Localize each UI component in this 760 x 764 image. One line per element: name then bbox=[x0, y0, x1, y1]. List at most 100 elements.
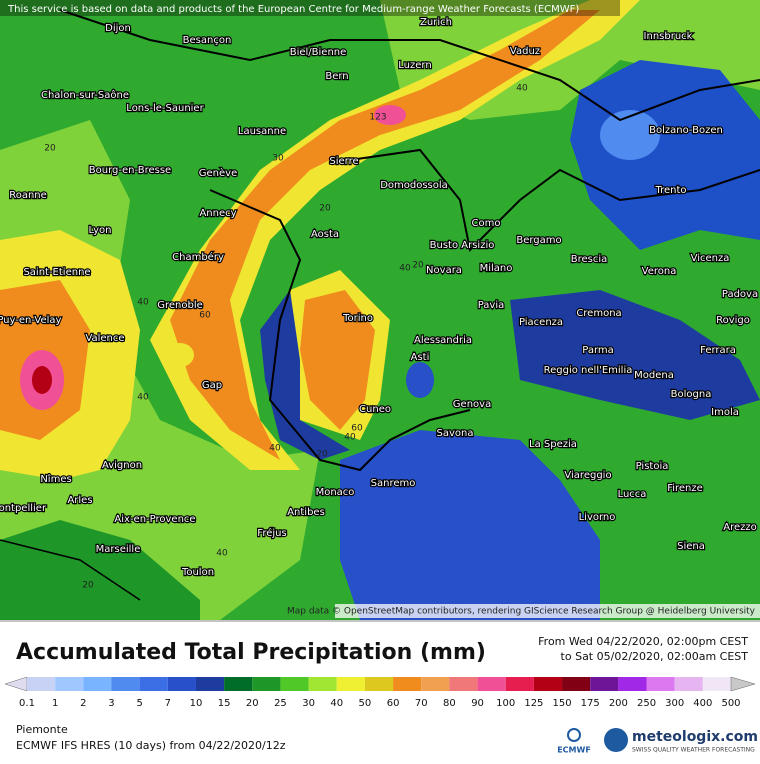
legend-swatch bbox=[477, 677, 506, 691]
legend-swatch bbox=[702, 677, 731, 691]
legend-swatch bbox=[421, 677, 450, 691]
city-label: Besançon bbox=[183, 35, 232, 46]
city-label: Vicenza bbox=[691, 253, 730, 264]
legend-label: 20 bbox=[246, 698, 259, 709]
city-label: Grenoble bbox=[157, 300, 203, 311]
city-label: Asti bbox=[411, 352, 430, 363]
city-label: Brescia bbox=[571, 254, 608, 265]
legend-swatch bbox=[280, 677, 309, 691]
city-label: Lyon bbox=[88, 225, 111, 236]
city-label: Genova bbox=[453, 399, 491, 410]
city-label: Chalon-sur-Saône bbox=[41, 89, 129, 101]
city-label: Fréjus bbox=[257, 527, 286, 539]
city-label: Savona bbox=[437, 428, 474, 439]
city-label: Ferrara bbox=[700, 345, 736, 356]
city-label: Monaco bbox=[316, 487, 355, 498]
city-label: Biel/Bienne bbox=[290, 47, 347, 58]
contour-label: 60 bbox=[351, 424, 363, 434]
city-label: Cremona bbox=[576, 308, 621, 319]
city-label: Lausanne bbox=[238, 126, 286, 137]
legend-label: 500 bbox=[721, 698, 740, 709]
city-label: Genève bbox=[199, 167, 237, 179]
legend-label: 125 bbox=[524, 698, 543, 709]
contour-label: 20 bbox=[412, 261, 424, 271]
legend-swatch bbox=[195, 677, 225, 691]
city-label: Trento bbox=[654, 185, 686, 196]
contour-label: 20 bbox=[316, 450, 328, 460]
city-label: Piacenza bbox=[519, 317, 563, 328]
legend-label: 100 bbox=[496, 698, 515, 709]
contour-label: 40 bbox=[269, 444, 281, 454]
city-label: Saint-Etienne bbox=[23, 267, 90, 278]
city-label: Avignon bbox=[102, 460, 142, 471]
city-label: Roanne bbox=[9, 190, 47, 201]
legend-swatch bbox=[562, 677, 591, 691]
city-label: Verona bbox=[642, 266, 677, 277]
legend-label: 0.1 bbox=[19, 698, 35, 709]
city-label: Como bbox=[472, 218, 501, 229]
city-label: Domodossola bbox=[380, 180, 448, 191]
city-label: Le Puy-en-Velay bbox=[0, 315, 61, 326]
legend-swatch bbox=[590, 677, 619, 691]
legend-label: 25 bbox=[274, 698, 287, 709]
attribution: Map data © OpenStreetMap contributors, r… bbox=[287, 607, 756, 617]
legend-swatch bbox=[364, 677, 394, 691]
legend-label: 30 bbox=[302, 698, 315, 709]
city-label: Antibes bbox=[287, 507, 325, 518]
legend-arrow bbox=[4, 676, 28, 692]
city-label: Bolzano-Bozen bbox=[649, 125, 723, 136]
legend-label: 7 bbox=[165, 698, 171, 709]
contour-label: 20 bbox=[44, 144, 56, 154]
map: This service is based on data and produc… bbox=[0, 0, 760, 620]
city-label: Reggio nell'Emilia bbox=[544, 365, 633, 376]
city-label: Bologna bbox=[671, 389, 712, 400]
city-label: Alessandria bbox=[414, 335, 472, 346]
city-label: Milano bbox=[480, 263, 513, 274]
city-label: Pavia bbox=[478, 300, 505, 311]
city-labels: Dijon Besançon Zurich Biel/Bienne Bern Luzern… bbox=[0, 16, 759, 579]
legend-arrow bbox=[730, 676, 756, 692]
city-label: Annecy bbox=[199, 208, 236, 219]
city-label: Busto Arsizio bbox=[430, 240, 495, 251]
city-label: Bergamo bbox=[516, 235, 561, 246]
meteologix-logo: meteologix.com bbox=[632, 729, 758, 745]
legend-label: 200 bbox=[609, 698, 628, 709]
contour-label: 40 bbox=[137, 298, 149, 308]
legend-swatch bbox=[308, 677, 337, 691]
legend-label: 400 bbox=[693, 698, 712, 709]
legend-label: 90 bbox=[471, 698, 484, 709]
legend-label: 40 bbox=[330, 698, 343, 709]
city-label: Lucca bbox=[618, 489, 647, 500]
city-label: Modena bbox=[634, 370, 674, 381]
legend-swatch bbox=[646, 677, 675, 691]
legend-label: 10 bbox=[190, 698, 203, 709]
legend-swatch bbox=[83, 677, 112, 691]
city-label: Firenze bbox=[667, 483, 703, 494]
city-label: Zurich bbox=[420, 17, 452, 28]
title: Accumulated Total Precipitation (mm) bbox=[16, 640, 486, 665]
legend-swatch bbox=[393, 677, 422, 691]
legend-swatch bbox=[55, 677, 84, 691]
legend-label: 1 bbox=[52, 698, 58, 709]
city-label: Bourg-en-Bresse bbox=[89, 165, 171, 176]
legend-swatch bbox=[252, 677, 281, 691]
contour-label: 20 bbox=[319, 204, 331, 214]
city-label: Aosta bbox=[311, 229, 339, 240]
city-label: Parma bbox=[582, 345, 614, 356]
legend-swatch bbox=[224, 677, 253, 691]
city-label: Sierre bbox=[329, 156, 358, 167]
city-label: Aix-en-Provence bbox=[114, 514, 195, 525]
contour-label: 123 bbox=[369, 113, 386, 123]
meteologix-tagline: SWISS QUALITY WEATHER FORECASTING bbox=[632, 747, 755, 754]
contour-label: 40 bbox=[137, 393, 149, 403]
legend-label: 70 bbox=[415, 698, 428, 709]
legend-label: 15 bbox=[218, 698, 231, 709]
city-label: Toulon bbox=[181, 567, 214, 578]
city-label: Valence bbox=[85, 333, 124, 344]
city-label: Cuneo bbox=[359, 404, 391, 415]
legend-label: 60 bbox=[387, 698, 400, 709]
city-label: Livorno bbox=[579, 512, 616, 523]
ecmwf-icon bbox=[567, 728, 581, 742]
